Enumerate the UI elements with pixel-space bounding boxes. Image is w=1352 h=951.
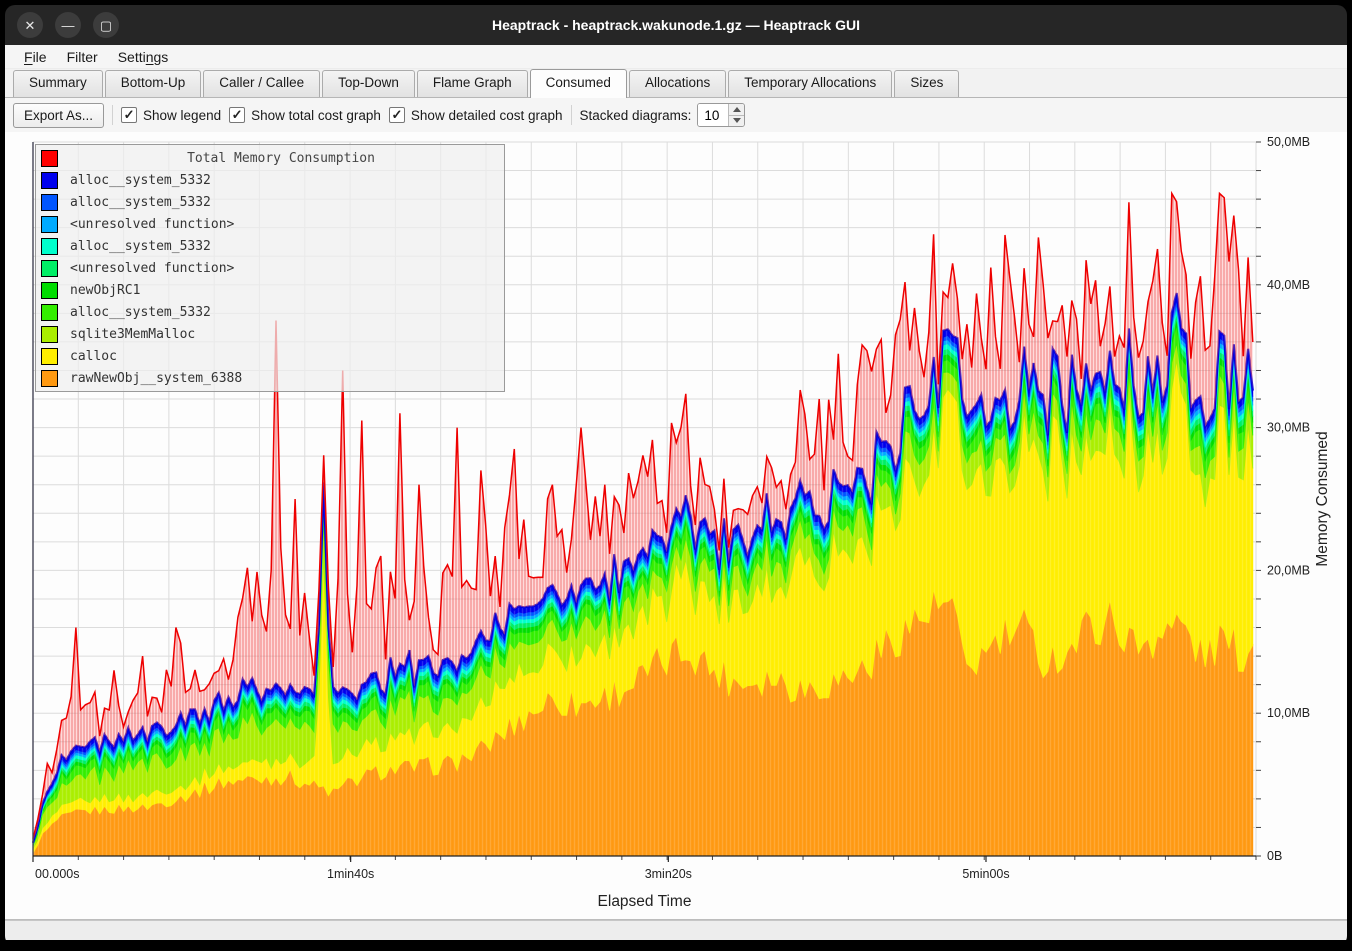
spinner-down-icon	[732, 118, 741, 124]
checkmark-icon: ✓	[388, 107, 405, 123]
legend-item: rawNewObj__system_6388	[36, 367, 504, 389]
legend-label: newObjRC1	[70, 282, 141, 298]
legend-item: alloc__system_5332	[36, 191, 504, 213]
chart-canvas[interactable]: 00.000s 1min40s 3min20s 5min00s 0B 10,0MB 20,0…	[5, 132, 1343, 920]
tab-caller-callee[interactable]: Caller / Callee	[203, 70, 321, 97]
legend-label: Total Memory Consumption	[187, 150, 375, 166]
total-cost-line	[32, 190, 1254, 839]
legend-swatch-icon	[41, 369, 58, 387]
x-tick-label: 3min20s	[645, 867, 692, 881]
checkbox-show-detailed-cost-graph[interactable]: ✓ Show detailed cost graph	[388, 107, 563, 123]
legend-item: alloc__system_5332	[36, 301, 504, 323]
legend-item: alloc__system_5332	[36, 235, 504, 257]
legend-swatch-icon	[41, 259, 58, 277]
y-tick-label: 40,0MB	[1267, 278, 1310, 292]
window-title: Heaptrack - heaptrack.wakunode.1.gz — He…	[491, 17, 860, 33]
maximize-icon[interactable]: ▢	[93, 12, 119, 38]
y-tick-label: 20,0MB	[1267, 563, 1310, 577]
checkbox-label: Show legend	[143, 107, 222, 123]
spinner-up-button[interactable]	[729, 104, 745, 115]
tab-sizes[interactable]: Sizes	[894, 70, 960, 97]
menu-item-settings[interactable]: Settings	[117, 48, 169, 65]
area-texture	[33, 293, 1253, 856]
menu-item-file[interactable]: File	[24, 48, 47, 65]
legend-swatch-icon	[41, 303, 58, 321]
legend-swatch-icon	[41, 193, 58, 211]
window-controls: ✕ — ▢	[17, 12, 119, 38]
legend-swatch-icon	[41, 215, 58, 233]
status-bar	[5, 920, 1347, 940]
checkbox-label: Show detailed cost graph	[410, 107, 563, 123]
total-cost-area	[33, 193, 1253, 843]
minimize-icon[interactable]: —	[55, 12, 81, 38]
legend-label: <unresolved function>	[70, 260, 235, 276]
legend-label: alloc__system_5332	[70, 238, 211, 254]
legend-item: <unresolved function>	[36, 257, 504, 279]
legend-label: <unresolved function>	[70, 216, 235, 232]
tab-allocations[interactable]: Allocations	[628, 70, 727, 97]
menu-item-filter[interactable]: Filter	[66, 48, 98, 65]
legend-swatch-icon	[41, 281, 58, 299]
legend-swatch-icon	[41, 171, 58, 189]
legend-item: calloc	[36, 345, 504, 367]
checkmark-icon: ✓	[121, 107, 138, 123]
stacked-diagrams-label: Stacked diagrams:	[579, 107, 692, 123]
legend-swatch-icon	[41, 325, 58, 343]
app-window: ✕ — ▢ Heaptrack - heaptrack.wakunode.1.g…	[5, 5, 1347, 946]
legend-swatch-icon	[41, 237, 58, 255]
spinner-up-icon	[732, 106, 741, 112]
checkbox-show-total-cost-graph[interactable]: ✓ Show total cost graph	[229, 107, 381, 123]
toolbar-separator	[570, 105, 572, 125]
y-tick-label: 10,0MB	[1267, 706, 1310, 720]
checkmark-icon: ✓	[229, 107, 246, 123]
x-tick-label: 00.000s	[35, 867, 79, 881]
legend-label: rawNewObj__system_6388	[70, 370, 243, 386]
y-tick-label: 0B	[1267, 849, 1282, 863]
legend-label: sqlite3MemMalloc	[70, 326, 196, 342]
legend-item: <unresolved function>	[36, 213, 504, 235]
tab-consumed[interactable]: Consumed	[529, 69, 627, 98]
title-bar: ✕ — ▢ Heaptrack - heaptrack.wakunode.1.g…	[5, 5, 1347, 45]
tab-temporary-allocations[interactable]: Temporary Allocations	[728, 70, 893, 97]
legend-item: newObjRC1	[36, 279, 504, 301]
y-tick-label: 30,0MB	[1267, 421, 1310, 435]
legend-label: calloc	[70, 348, 117, 364]
menu-bar: File Filter Settings	[5, 45, 1347, 69]
legend-label: alloc__system_5332	[70, 194, 211, 210]
stacked-diagrams-input[interactable]	[698, 104, 729, 126]
stacked-diagrams-spinbox[interactable]	[697, 103, 746, 127]
x-tick-label: 5min00s	[962, 867, 1009, 881]
tab-flame-graph[interactable]: Flame Graph	[416, 70, 528, 97]
chart-legend: Total Memory Consumption alloc__system_53…	[35, 144, 505, 392]
tab-summary[interactable]: Summary	[13, 70, 103, 97]
legend-label: alloc__system_5332	[70, 304, 211, 320]
tab-top-down[interactable]: Top-Down	[322, 70, 415, 97]
toolbar: Export As... ✓ Show legend ✓ Show total cos…	[5, 98, 1347, 132]
legend-swatch-icon	[41, 347, 58, 365]
legend-item: sqlite3MemMalloc	[36, 323, 504, 345]
x-axis-title: Elapsed Time	[598, 893, 692, 910]
consumed-chart[interactable]: Total Memory Consumption alloc__system_53…	[5, 132, 1347, 920]
checkbox-label: Show total cost graph	[251, 107, 381, 123]
legend-swatch-icon	[41, 149, 58, 167]
legend-item: Total Memory Consumption	[36, 147, 504, 169]
tab-bottom-up[interactable]: Bottom-Up	[104, 70, 202, 97]
tab-bar: Summary Bottom-Up Caller / Callee Top-Down F…	[5, 69, 1347, 98]
y-axis-title: Memory Consumed	[1314, 431, 1331, 566]
toolbar-separator	[112, 105, 114, 125]
export-as-button[interactable]: Export As...	[13, 102, 105, 128]
legend-label: alloc__system_5332	[70, 172, 211, 188]
spinner-down-button[interactable]	[729, 114, 745, 126]
y-tick-label: 50,0MB	[1267, 135, 1310, 149]
close-icon[interactable]: ✕	[17, 12, 43, 38]
legend-item: alloc__system_5332	[36, 169, 504, 191]
checkbox-show-legend[interactable]: ✓ Show legend	[121, 107, 221, 123]
x-tick-label: 1min40s	[327, 867, 374, 881]
